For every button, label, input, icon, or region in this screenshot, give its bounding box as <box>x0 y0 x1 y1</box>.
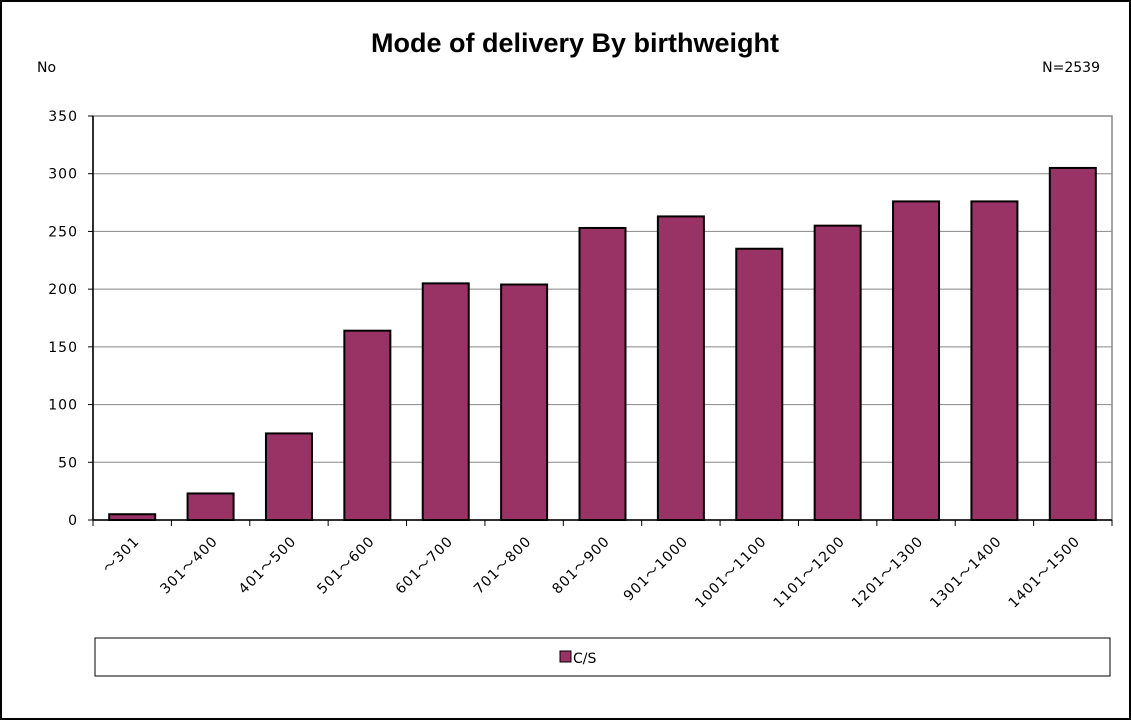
bar <box>892 200 941 521</box>
y-tick-label: 50 <box>58 455 78 471</box>
bar <box>735 247 784 521</box>
y-tick-label: 350 <box>48 109 78 125</box>
y-tick-label: 250 <box>48 224 78 240</box>
annotation: N=2539 <box>1042 60 1100 76</box>
y-tick-label: 0 <box>68 513 78 529</box>
legend-swatch <box>559 650 572 663</box>
bar <box>421 282 470 521</box>
y-tick-label: 150 <box>48 340 78 356</box>
bar <box>343 329 392 521</box>
legend-label: C/S <box>573 651 596 667</box>
bar <box>186 492 235 521</box>
bar <box>1048 166 1097 521</box>
bar <box>108 513 157 522</box>
bar <box>578 226 627 521</box>
bar <box>264 432 313 521</box>
y-tick-label: 300 <box>48 167 78 183</box>
y-tick-label: 100 <box>48 398 78 414</box>
bar <box>970 200 1019 521</box>
bar <box>656 215 705 521</box>
legend-box <box>94 637 1111 677</box>
bar <box>813 224 862 522</box>
y-tick-label: 200 <box>48 282 78 298</box>
y-axis-label: No <box>37 60 56 76</box>
chart-title: Mode of delivery By birthweight <box>371 28 779 58</box>
bar <box>500 283 549 522</box>
